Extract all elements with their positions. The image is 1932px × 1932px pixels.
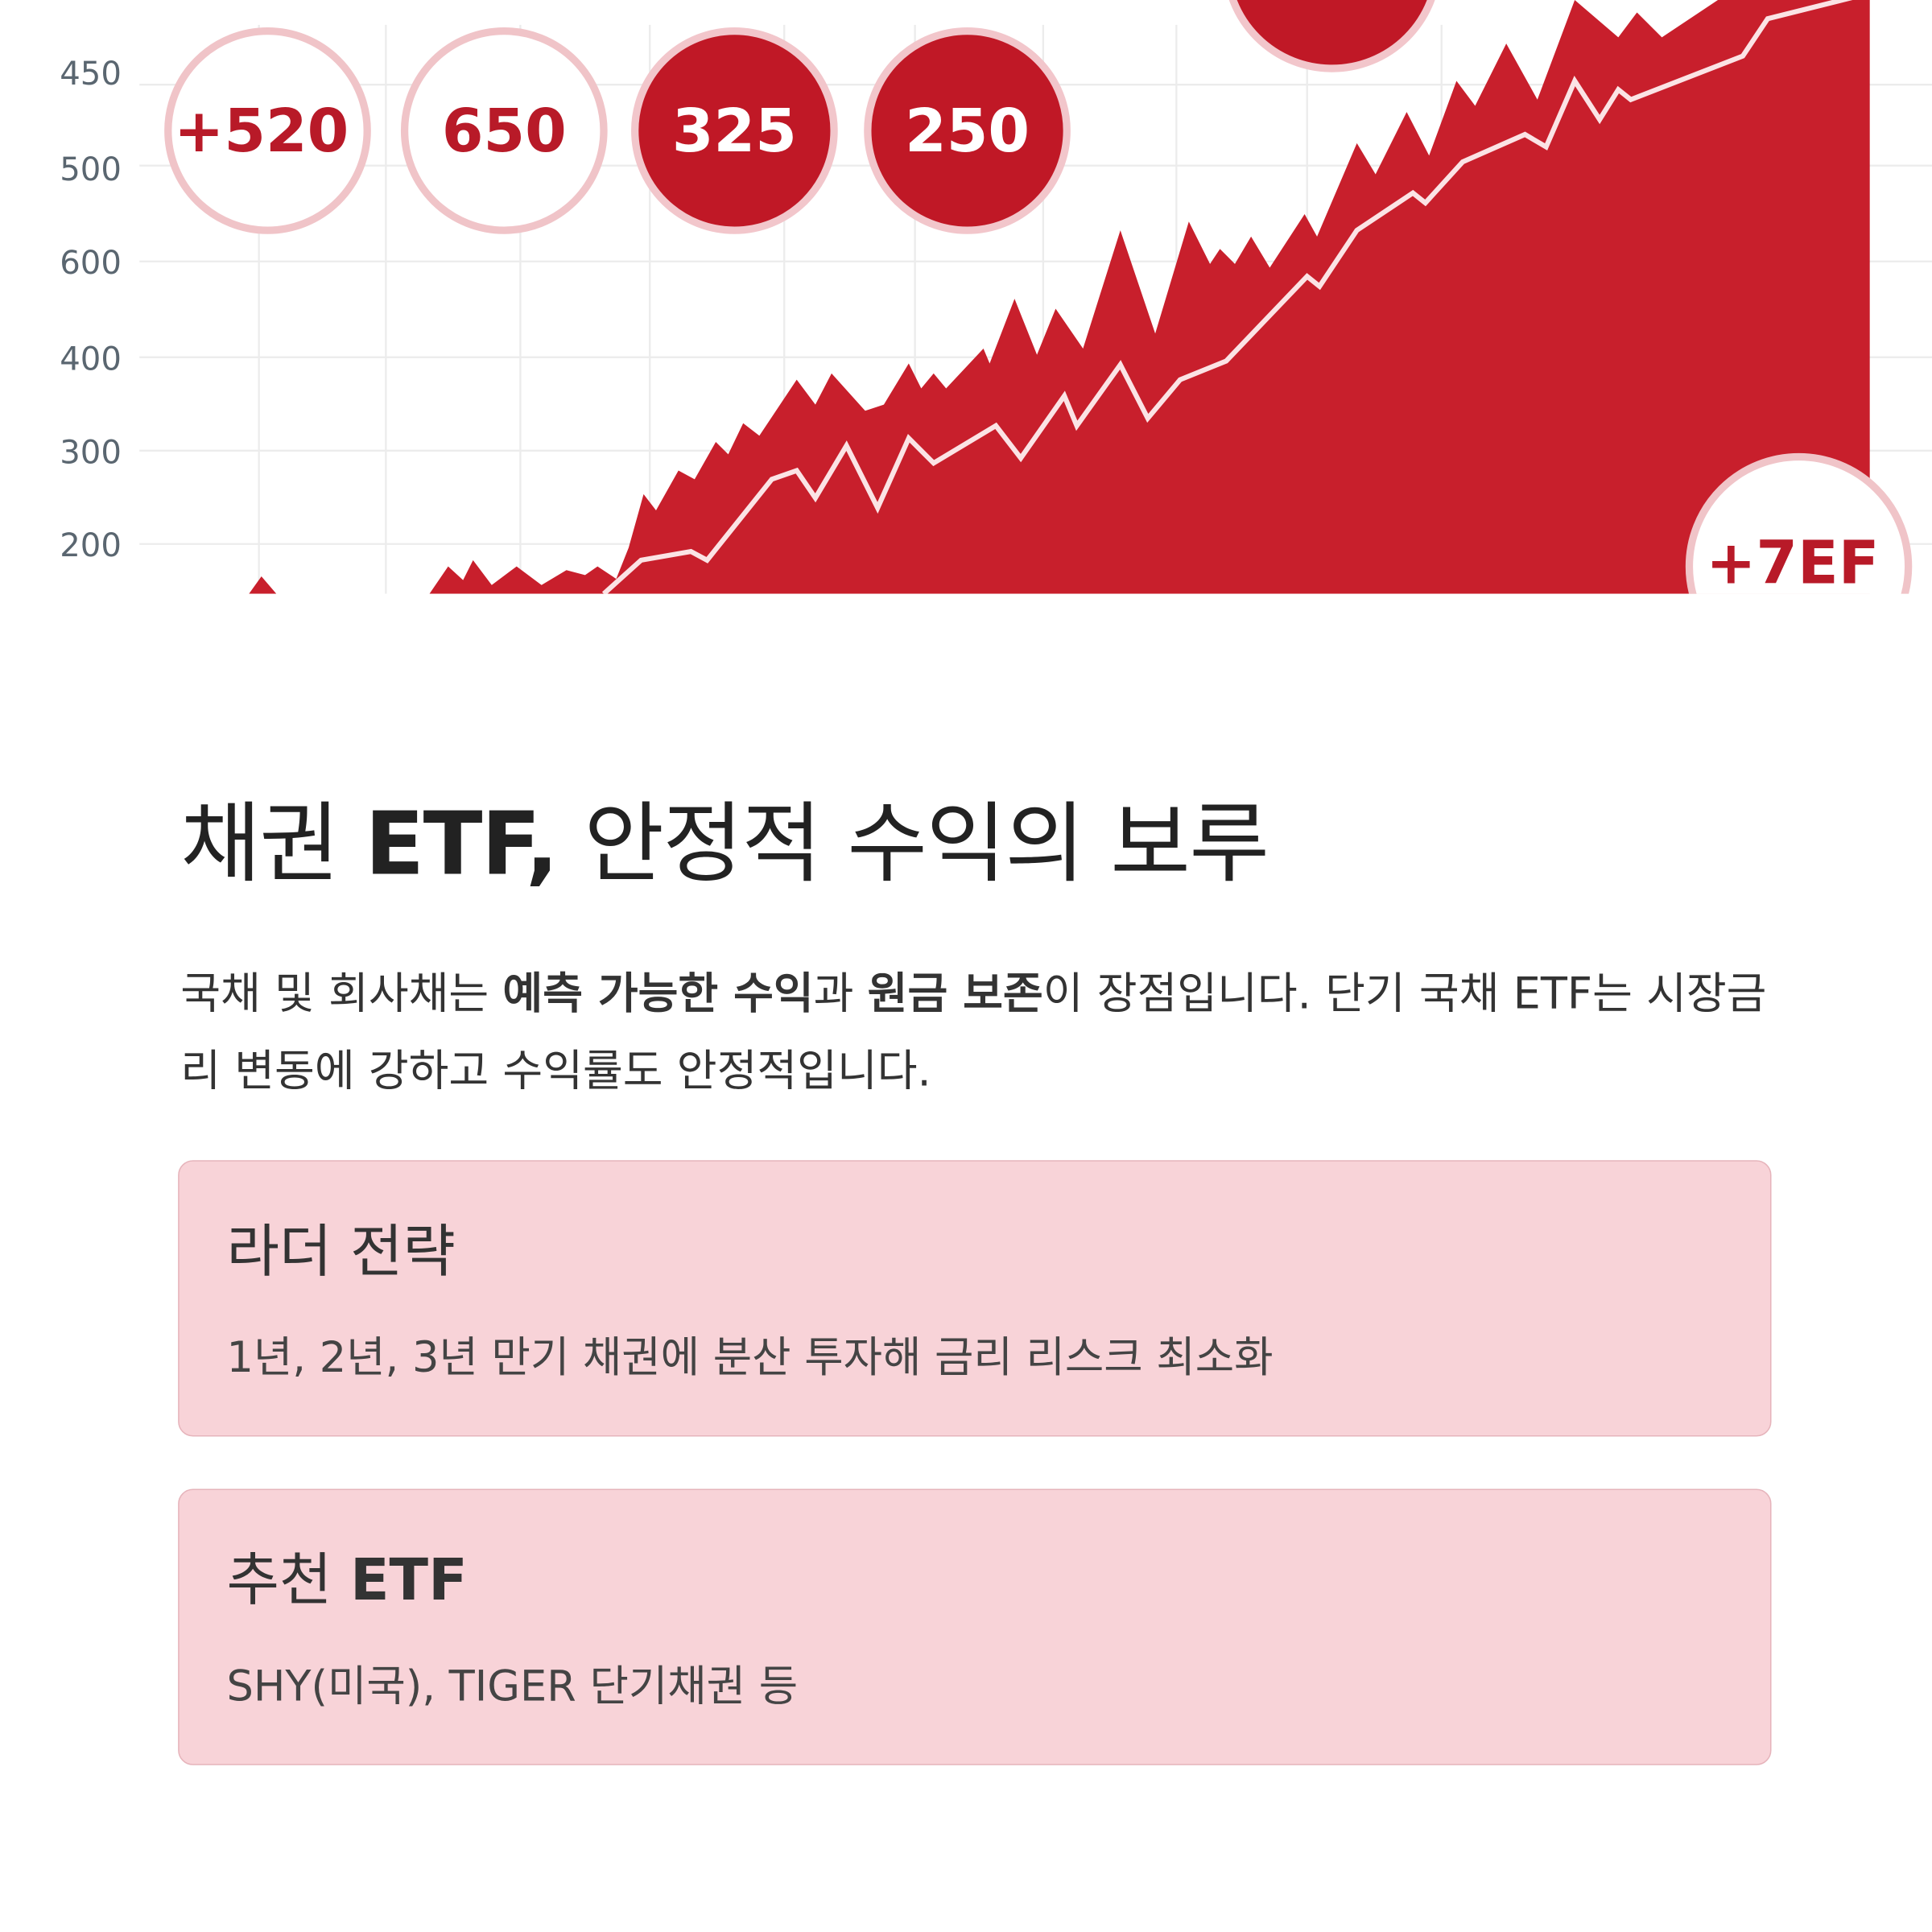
- hero-image: 450 500 600 400 300 200 +520 650 325 250…: [0, 0, 1932, 594]
- axis-label: 300: [60, 434, 122, 471]
- badge-circle: [631, 27, 838, 234]
- card-title: 라더 전략: [226, 1217, 456, 1285]
- card-title: 추천 ETF: [226, 1535, 467, 1617]
- paragraph-text: 국채 및 회사채는: [180, 969, 503, 1020]
- trend-line: [601, 0, 1853, 594]
- title: 채권 ETF, 안정적 수익의 보루: [180, 774, 1269, 900]
- card-title-bold: ETF: [349, 1546, 468, 1614]
- axis-label: 450: [60, 56, 122, 93]
- title-text: 안정적 수익의 보루: [557, 793, 1269, 895]
- paragraph-bold: 원금 보존: [867, 969, 1043, 1020]
- card-title-text: 추천: [226, 1546, 350, 1614]
- badge-label: +7EF: [1706, 527, 1879, 593]
- title-bold: ETF,: [365, 793, 559, 895]
- paragraph-text: 과: [813, 969, 868, 1020]
- card: 라더 전략 1년, 2년, 3년 만기 채권에 분산 투자해 금리 리스크 최소…: [178, 1160, 1772, 1437]
- badge-circle: [864, 27, 1071, 234]
- badge-circle: [1228, 0, 1435, 72]
- red-area: [249, 0, 1870, 594]
- badge-circle: [164, 27, 371, 234]
- axis-label: 400: [60, 341, 122, 378]
- badge-circle: [400, 27, 608, 234]
- axis-label: 600: [60, 245, 122, 282]
- axis-label: 500: [60, 151, 122, 188]
- paragraph: 국채 및 회사채는 예측 가능한 수익과 원금 보존이 장점입니다. 단기 국채…: [180, 956, 1773, 1111]
- badge-label: 650: [442, 96, 567, 166]
- card: 추천 ETF SHY(미국), TIGER 단기채권 등: [178, 1488, 1772, 1765]
- title-text: 채권: [180, 793, 365, 895]
- badge-label: 325: [672, 96, 797, 166]
- badge-label: 250: [905, 96, 1030, 166]
- badge-circle: [1685, 452, 1913, 594]
- paragraph-text: 이 장점입니다. 단기 국채 ETF는 시장금리 변동에 강하고 수익률도 안정…: [180, 969, 1767, 1097]
- card-body: 1년, 2년, 3년 만기 채권에 분산 투자해 금리 리스크 최소화: [226, 1333, 1274, 1384]
- axis-label: 200: [60, 527, 122, 564]
- card-body: SHY(미국), TIGER 단기채권 등: [226, 1662, 799, 1712]
- paragraph-bold: 예측 가능한 수익: [502, 969, 814, 1020]
- badge-label: +520: [174, 96, 349, 166]
